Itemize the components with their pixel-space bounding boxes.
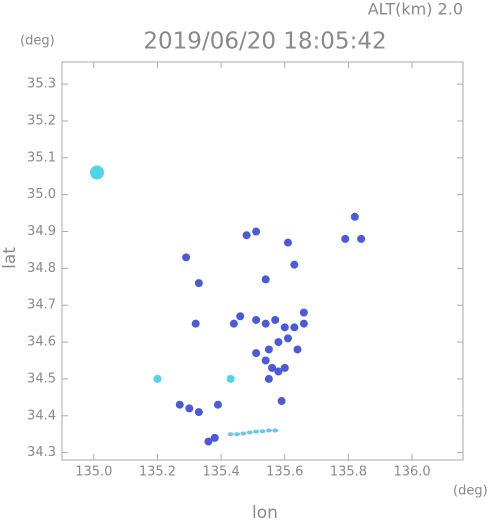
y-label: lat [0,247,20,269]
y-tick-label: 34.8 [27,261,56,276]
echo [90,165,105,180]
echo [290,260,299,269]
echo [252,227,261,236]
y-tick-label: 34.3 [27,445,56,460]
echo [283,334,292,343]
echo [191,319,200,328]
echo [264,374,273,383]
echo [264,345,273,354]
echo [194,408,203,417]
echo [293,345,302,354]
y-tick-label: 34.5 [27,371,56,386]
echo [227,432,234,437]
y-tick-label: 35.0 [27,187,56,202]
echo [175,400,184,409]
echo [259,429,266,434]
echo [261,275,270,284]
echo [153,374,162,383]
echo [265,428,272,433]
subtitle: ALT(km) 2.0 [368,0,463,19]
x-tick-label: 135.6 [266,465,303,480]
echo [271,315,280,324]
echo [246,430,253,435]
echo [240,431,247,436]
y-tick-label: 34.4 [27,408,56,423]
echo [242,231,251,240]
echo [283,238,292,247]
echo [194,279,203,288]
echo [299,319,308,328]
y-tick-label: 35.2 [27,113,56,128]
x-tick-label: 135.8 [330,465,367,480]
echo [299,308,308,317]
echo [268,363,277,372]
echo [350,212,359,221]
echo [252,315,261,324]
echo [236,312,245,321]
echo [277,397,286,406]
echo [290,323,299,332]
y-tick-label: 34.7 [27,298,56,313]
echo [274,367,283,376]
x-tick-label: 136.0 [393,465,430,480]
echo [185,404,194,413]
echo [357,234,366,243]
echo [341,234,350,243]
echo [234,432,241,437]
y-tick-label: 35.1 [27,150,56,165]
x-tick-label: 135.0 [75,465,112,480]
y-tick-label: 35.3 [27,77,56,92]
echo [261,356,270,365]
echo [226,374,235,383]
x-label: lon [252,503,278,521]
x-unit: (deg) [453,484,488,499]
y-tick-label: 34.6 [27,335,56,350]
x-tick-label: 135.4 [203,465,240,480]
y-unit: (deg) [20,34,55,49]
chart-title: 2019/06/20 18:05:42 [143,29,386,55]
y-tick-label: 34.9 [27,224,56,239]
echo [261,319,270,328]
echo [252,349,261,358]
echo [213,400,222,409]
echo [229,319,238,328]
echo [280,363,289,372]
echo [272,428,279,433]
echo [204,437,213,446]
echo [182,253,191,262]
echo [210,433,219,442]
plot-frame [61,61,464,461]
echo [253,429,260,434]
echo [280,323,289,332]
echo [274,338,283,347]
x-tick-label: 135.2 [139,465,176,480]
